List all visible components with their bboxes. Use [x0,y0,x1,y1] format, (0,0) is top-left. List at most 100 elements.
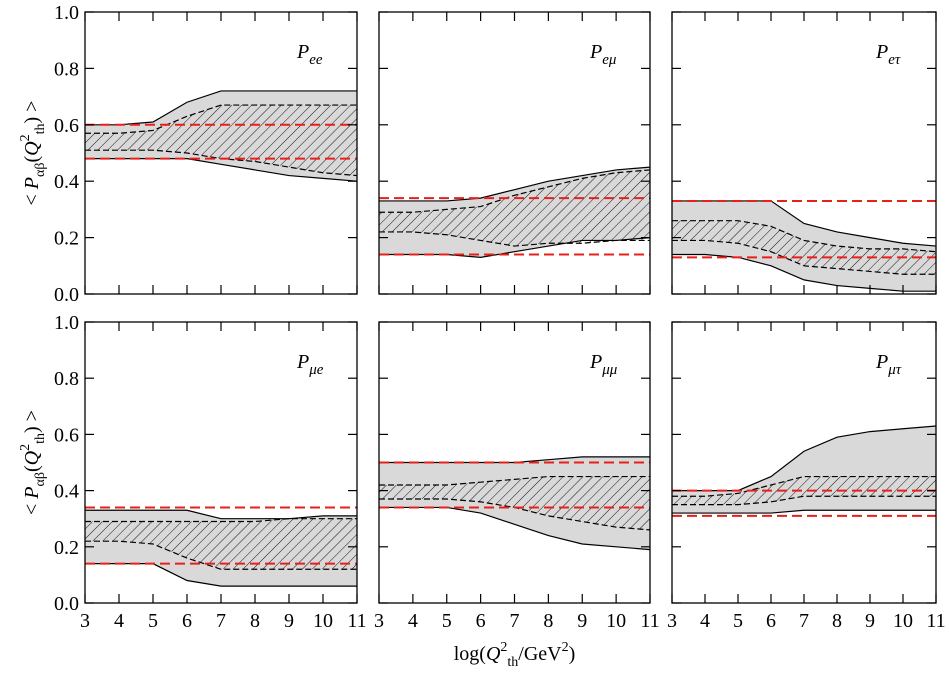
x-tick-label: 11 [926,610,945,632]
label-part: 2 [18,134,33,141]
hatched-band [379,476,650,530]
panel-title: Peτ [875,41,901,68]
title-sub: μτ [887,362,902,378]
band-edge [85,540,357,570]
x-tick-label: 11 [640,610,659,632]
title-main: P [875,41,888,63]
label-part: ( [21,156,43,163]
panel-title: Pμμ [589,351,618,378]
label-part: ) > [21,101,43,124]
band-edge [672,495,936,506]
label-part: th [33,123,48,134]
x-tick-label: 8 [250,610,260,632]
label-part: th [33,433,48,444]
band-edge [379,231,650,247]
title-sub: μe [308,362,324,378]
label-part: /GeV [518,643,562,665]
title-sub: ee [309,52,323,68]
y-tick-label: 0.4 [54,171,79,193]
title-main: P [875,351,888,373]
y-tick-label: 0.2 [54,537,79,559]
title-sub: μμ [601,362,618,378]
plot-area [672,199,936,292]
x-tick-label: 10 [893,610,913,632]
y-tick-label: 0.8 [54,368,79,390]
label-part: ) [569,643,576,665]
plot-area [85,506,357,587]
y-tick-label: 1.0 [54,312,79,334]
y-tick-label: 0.6 [54,424,79,446]
label-part: αβ [33,163,48,177]
x-tick-label: 5 [733,610,743,632]
x-tick-label: 11 [347,610,366,632]
x-tick-label: 6 [476,610,486,632]
band-edge [672,253,936,292]
x-tick-label: 8 [832,610,842,632]
panel-title: Pμτ [875,351,902,378]
title-main: P [296,41,309,63]
y-axis-label: < Pαβ(Q2th) > [18,410,48,515]
label-part: Q [486,643,501,665]
x-tick-label: 7 [510,610,520,632]
band-edge [672,509,936,514]
hatched-band [85,105,357,176]
x-tick-label: 9 [577,610,587,632]
band-edge [379,169,650,213]
x-tick-label: 10 [606,610,626,632]
label-part: 2 [18,444,33,451]
y-axis-label: < Pαβ(Q2th) > [18,101,48,206]
y-tick-label: 0.8 [54,58,79,80]
label-part: < [21,189,43,205]
label-part: < [21,499,43,515]
label-part: 2 [562,640,569,655]
label-part: P [21,486,43,499]
title-main: P [589,41,602,63]
band-edge [672,425,936,492]
x-tick-label: 7 [799,610,809,632]
label-part: ) > [21,410,43,433]
band-edge [379,166,650,202]
x-axis-label: log(Q2th/GeV2) [454,640,576,670]
y-tick-label: 0.0 [54,593,79,615]
band-edge [672,220,936,253]
y-tick-label: 1.0 [54,2,79,24]
x-tick-label: 4 [408,610,418,632]
plot-area [85,90,357,182]
x-tick-label: 6 [766,610,776,632]
y-tick-label: 0.4 [54,481,79,503]
band-edge [672,200,936,247]
x-tick-label: 8 [543,610,553,632]
x-tick-label: 9 [284,610,294,632]
x-tick-label: 7 [216,610,226,632]
title-main: P [296,351,309,373]
x-tick-label: 10 [313,610,333,632]
x-tick-label: 9 [865,610,875,632]
label-part: ( [21,465,43,472]
label-part: log( [454,643,487,665]
x-tick-label: 5 [148,610,158,632]
band-edge [85,104,357,134]
panel-title: Peμ [589,41,617,68]
x-tick-label: 5 [442,610,452,632]
x-tick-label: 4 [700,610,710,632]
y-tick-label: 0.0 [54,284,79,306]
title-sub: eμ [602,52,617,68]
plot-area [379,166,650,258]
panel-title: Pee [296,41,323,68]
plot-area [379,456,650,551]
label-part: th [507,655,518,670]
hatched-band [379,169,650,247]
x-tick-label: 3 [80,610,90,632]
y-tick-label: 0.6 [54,115,79,137]
hatched-band [85,518,357,570]
hatched-band [672,476,936,505]
x-tick-label: 3 [667,610,677,632]
panel-title: Pμe [296,351,324,378]
label-part: 2 [500,640,507,655]
title-sub: eτ [888,52,901,68]
label-part: P [21,177,43,190]
title-main: P [589,351,602,373]
band-edge [85,509,357,520]
x-tick-label: 6 [182,610,192,632]
